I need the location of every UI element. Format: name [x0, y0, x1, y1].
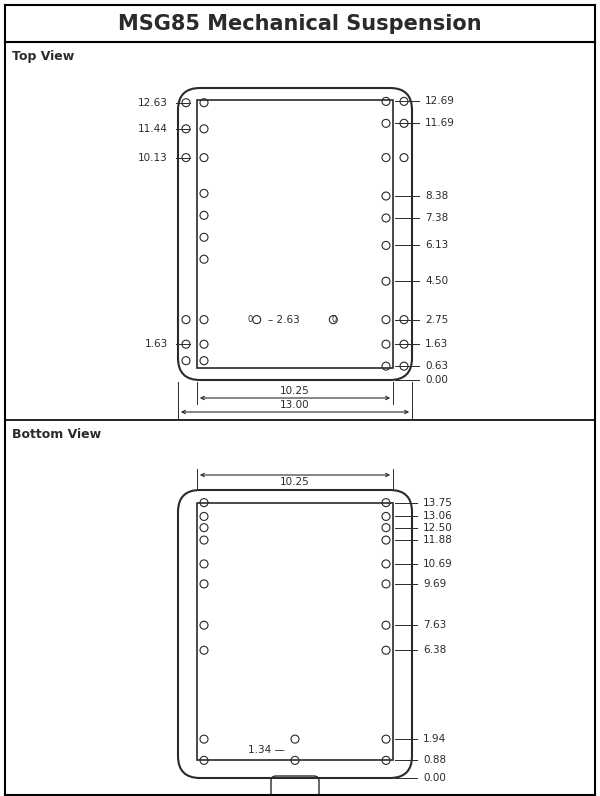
Text: – 2.63: – 2.63 [268, 314, 299, 325]
Bar [197, 503, 393, 760]
Text: 11.69: 11.69 [425, 119, 455, 128]
Text: 10.13: 10.13 [138, 153, 168, 162]
Text: 11.44: 11.44 [138, 124, 168, 134]
Text: 9.69: 9.69 [423, 579, 446, 589]
Text: Top View: Top View [12, 50, 74, 63]
Text: 0.00: 0.00 [425, 375, 448, 385]
Text: 1.63: 1.63 [425, 339, 448, 349]
Text: 0.00: 0.00 [423, 773, 446, 783]
Text: 1.63: 1.63 [145, 339, 168, 349]
Text: 12.63: 12.63 [138, 98, 168, 107]
Text: MSG85 Mechanical Suspension: MSG85 Mechanical Suspension [118, 14, 482, 34]
Text: 10.25: 10.25 [280, 477, 310, 487]
Bar [197, 100, 393, 368]
Text: 8.38: 8.38 [425, 191, 448, 201]
Text: 0.63: 0.63 [425, 361, 448, 371]
Text: 10.69: 10.69 [423, 559, 453, 569]
Text: 0: 0 [247, 315, 253, 324]
Text: 2.75: 2.75 [425, 314, 448, 325]
Text: 13.06: 13.06 [423, 512, 453, 521]
Text: 7.38: 7.38 [425, 213, 448, 223]
Text: 7.63: 7.63 [423, 620, 446, 630]
Text: 13.00: 13.00 [280, 400, 310, 410]
Text: 13.75: 13.75 [423, 498, 453, 508]
Text: 6.13: 6.13 [425, 240, 448, 251]
Text: 0.88: 0.88 [423, 755, 446, 766]
Text: Bottom View: Bottom View [12, 428, 101, 441]
Text: 6.38: 6.38 [423, 646, 446, 655]
Text: 12.50: 12.50 [423, 523, 453, 533]
Text: 12.69: 12.69 [425, 96, 455, 107]
Text: 1.94: 1.94 [423, 734, 446, 744]
Text: 11.88: 11.88 [423, 535, 453, 545]
Text: 1.34 —: 1.34 — [248, 745, 285, 755]
Text: 10.25: 10.25 [280, 386, 310, 396]
Text: 4.50: 4.50 [425, 276, 448, 287]
Text: 0: 0 [332, 315, 337, 324]
